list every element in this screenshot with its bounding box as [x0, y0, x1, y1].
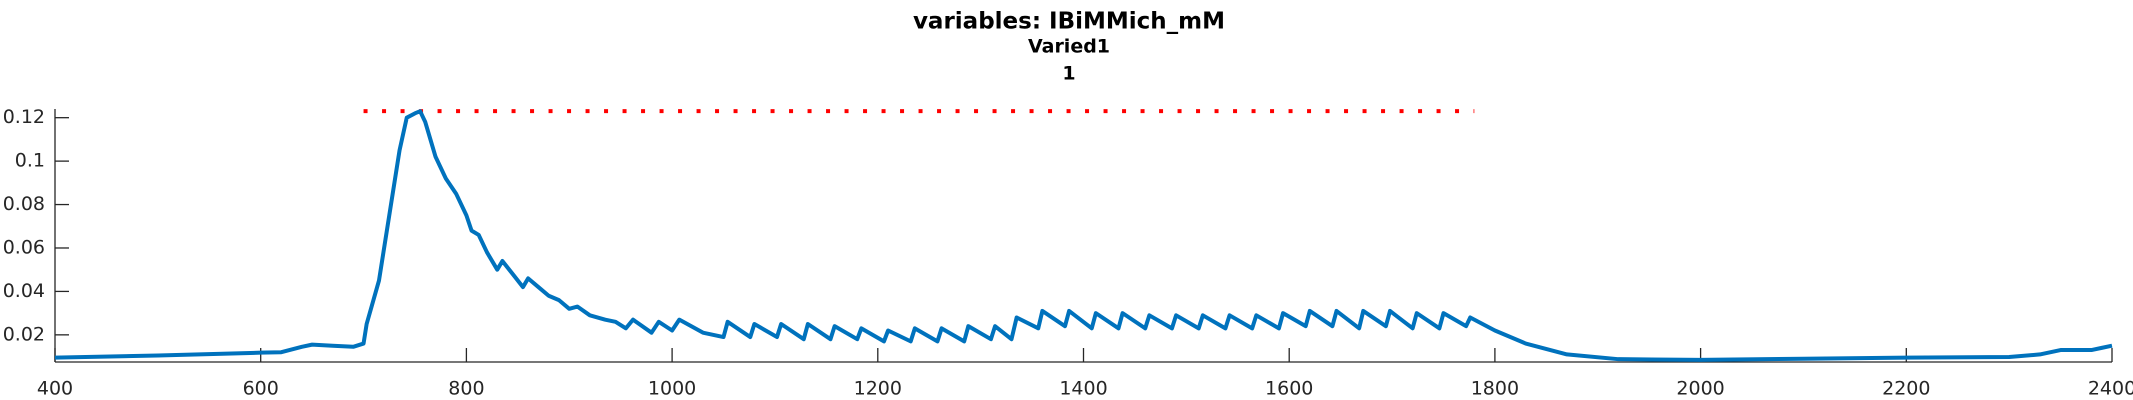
chart-subtitle: Varied1 [1028, 36, 1110, 58]
x-tick-label: 1000 [648, 378, 696, 400]
x-tick-label: 1800 [1471, 378, 1519, 400]
x-tick-label: 1400 [1059, 378, 1107, 400]
y-tick-label: 0.06 [3, 236, 45, 258]
y-tick-label: 0.04 [3, 280, 45, 302]
chart-subtitle: 1 [1062, 63, 1075, 85]
chart-title: variables: IBiMMich_mM [913, 9, 1225, 35]
x-tick-label: 400 [37, 378, 73, 400]
x-tick-label: 2000 [1676, 378, 1724, 400]
x-tick-label: 2200 [1882, 378, 1930, 400]
y-tick-label: 0.08 [3, 193, 45, 215]
x-tick-label: 2400 [2088, 378, 2133, 400]
data-line [54, 109, 2113, 362]
y-tick-label: 0.1 [15, 150, 45, 172]
y-tick-label: 0.12 [3, 106, 45, 128]
x-tick-label: 1600 [1265, 378, 1313, 400]
x-tick-label: 1200 [854, 378, 902, 400]
x-tick-label: 800 [448, 378, 484, 400]
x-tick-label: 600 [243, 378, 279, 400]
y-tick-label: 0.02 [3, 323, 45, 345]
